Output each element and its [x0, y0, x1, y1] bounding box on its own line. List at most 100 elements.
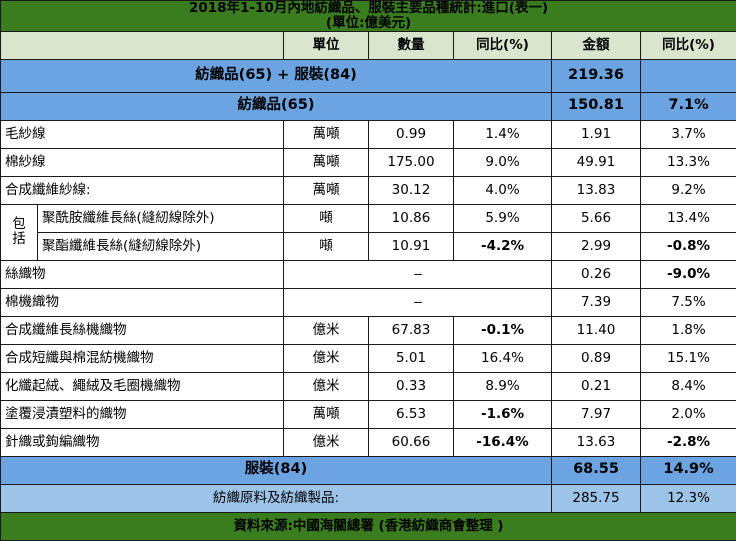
row-label: 毛紗線: [1, 120, 284, 148]
column-header-row: 單位 數量 同比(%) 金額 同比(%): [1, 31, 736, 59]
row-amount: 5.66: [552, 204, 641, 232]
row-amt-yoy: [641, 59, 736, 92]
source-row: 資料來源:中國海關總署 (香港紡織商會整理 ): [1, 512, 736, 540]
table-row: 塗覆浸漬塑料的織物 萬噸 6.53 -1.6% 7.97 2.0%: [1, 400, 736, 428]
row-unit: 噸: [284, 232, 369, 260]
row-amt-yoy: -9.0%: [641, 260, 736, 288]
row-quantity: 6.53: [369, 400, 454, 428]
row-qty-yoy: 8.9%: [454, 372, 552, 400]
row-no-quantity: --: [284, 260, 552, 288]
row-amount: 7.39: [552, 288, 641, 316]
row-amount: 13.63: [552, 428, 641, 456]
row-unit: 億米: [284, 344, 369, 372]
table-row: 服裝(84) 68.55 14.9%: [1, 456, 736, 484]
includes-label: 包 括: [1, 204, 38, 260]
table-row: 針織或鉤編織物 億米 60.66 -16.4% 13.63 -2.8%: [1, 428, 736, 456]
row-quantity: 5.01: [369, 344, 454, 372]
table-title: 2018年1-10月內地紡織品、服裝主要品種統計:進口(表一) (單位:億美元): [1, 1, 736, 32]
table-row: 化纖起絨、繩絨及毛圈機織物 億米 0.33 8.9% 0.21 8.4%: [1, 372, 736, 400]
row-qty-yoy: 5.9%: [454, 204, 552, 232]
row-quantity: 30.12: [369, 176, 454, 204]
row-amt-yoy: 2.0%: [641, 400, 736, 428]
column-header-amount: 金額: [552, 31, 641, 59]
row-unit: 萬噸: [284, 148, 369, 176]
row-quantity: 0.33: [369, 372, 454, 400]
row-amt-yoy: 13.4%: [641, 204, 736, 232]
title-line-1: 2018年1-10月內地紡織品、服裝主要品種統計:進口(表一): [189, 1, 548, 17]
row-unit: 億米: [284, 372, 369, 400]
row-qty-yoy: 1.4%: [454, 120, 552, 148]
row-amount: 13.83: [552, 176, 641, 204]
row-amt-yoy: -0.8%: [641, 232, 736, 260]
row-amount: 219.36: [552, 59, 641, 92]
row-quantity: 10.91: [369, 232, 454, 260]
table-row: 聚酯纖維長絲(縫紉線除外) 噸 10.91 -4.2% 2.99 -0.8%: [1, 232, 736, 260]
row-quantity: 10.86: [369, 204, 454, 232]
row-qty-yoy: 4.0%: [454, 176, 552, 204]
row-amount: 0.26: [552, 260, 641, 288]
table-row: 毛紗線 萬噸 0.99 1.4% 1.91 3.7%: [1, 120, 736, 148]
row-no-quantity: --: [284, 288, 552, 316]
row-amount: 7.97: [552, 400, 641, 428]
row-label: 紡織品(65): [1, 92, 552, 120]
table-row: 合成纖維紗線: 萬噸 30.12 4.0% 13.83 9.2%: [1, 176, 736, 204]
row-label: 針織或鉤編織物: [1, 428, 284, 456]
row-amt-yoy: 7.5%: [641, 288, 736, 316]
title-line-2: (單位:億美元): [5, 16, 732, 31]
row-qty-yoy: -16.4%: [454, 428, 552, 456]
row-label: 紡織品(65) + 服裝(84): [1, 59, 552, 92]
row-amt-yoy: -2.8%: [641, 428, 736, 456]
row-qty-yoy: -0.1%: [454, 316, 552, 344]
row-label: 合成纖維長絲機織物: [1, 316, 284, 344]
table-row: 包 括 聚酰胺纖維長絲(縫紉線除外) 噸 10.86 5.9% 5.66 13.…: [1, 204, 736, 232]
row-label: 聚酰胺纖維長絲(縫紉線除外): [38, 204, 284, 232]
row-qty-yoy: 9.0%: [454, 148, 552, 176]
row-unit: 萬噸: [284, 120, 369, 148]
row-qty-yoy: -4.2%: [454, 232, 552, 260]
includes-char-1: 包: [5, 217, 33, 232]
table-row: 絲織物 -- 0.26 -9.0%: [1, 260, 736, 288]
row-amt-yoy: 7.1%: [641, 92, 736, 120]
row-label: 合成纖維紗線:: [1, 176, 284, 204]
row-amount: 11.40: [552, 316, 641, 344]
row-qty-yoy: -1.6%: [454, 400, 552, 428]
includes-char-2: 括: [5, 232, 33, 247]
row-label: 紡織原料及紡織製品:: [1, 484, 552, 512]
table-row: 紡織品(65) 150.81 7.1%: [1, 92, 736, 120]
row-quantity: 60.66: [369, 428, 454, 456]
row-amt-yoy: 15.1%: [641, 344, 736, 372]
title-row: 2018年1-10月內地紡織品、服裝主要品種統計:進口(表一) (單位:億美元): [1, 1, 736, 32]
row-label: 棉紗線: [1, 148, 284, 176]
column-header-amt-yoy: 同比(%): [641, 31, 736, 59]
table-row: 棉紗線 萬噸 175.00 9.0% 49.91 13.3%: [1, 148, 736, 176]
table-row: 棉機織物 -- 7.39 7.5%: [1, 288, 736, 316]
row-label: 棉機織物: [1, 288, 284, 316]
row-label: 絲織物: [1, 260, 284, 288]
row-amt-yoy: 1.8%: [641, 316, 736, 344]
data-source-note: 資料來源:中國海關總署 (香港紡織商會整理 ): [1, 512, 736, 540]
row-amount: 0.21: [552, 372, 641, 400]
row-amount: 2.99: [552, 232, 641, 260]
row-label: 合成短纖與棉混紡機織物: [1, 344, 284, 372]
row-label: 服裝(84): [1, 456, 552, 484]
row-amt-yoy: 13.3%: [641, 148, 736, 176]
row-amt-yoy: 8.4%: [641, 372, 736, 400]
row-amt-yoy: 3.7%: [641, 120, 736, 148]
row-unit: 億米: [284, 316, 369, 344]
row-amount: 285.75: [552, 484, 641, 512]
table-row: 紡織原料及紡織製品: 285.75 12.3%: [1, 484, 736, 512]
column-header-name: [1, 31, 284, 59]
row-unit: 億米: [284, 428, 369, 456]
row-label: 化纖起絨、繩絨及毛圈機織物: [1, 372, 284, 400]
row-amount: 49.91: [552, 148, 641, 176]
table-row: 紡織品(65) + 服裝(84) 219.36: [1, 59, 736, 92]
row-quantity: 67.83: [369, 316, 454, 344]
column-header-unit: 單位: [284, 31, 369, 59]
row-quantity: 0.99: [369, 120, 454, 148]
table-row: 合成纖維長絲機織物 億米 67.83 -0.1% 11.40 1.8%: [1, 316, 736, 344]
table-row: 合成短纖與棉混紡機織物 億米 5.01 16.4% 0.89 15.1%: [1, 344, 736, 372]
row-unit: 噸: [284, 204, 369, 232]
row-amt-yoy: 9.2%: [641, 176, 736, 204]
